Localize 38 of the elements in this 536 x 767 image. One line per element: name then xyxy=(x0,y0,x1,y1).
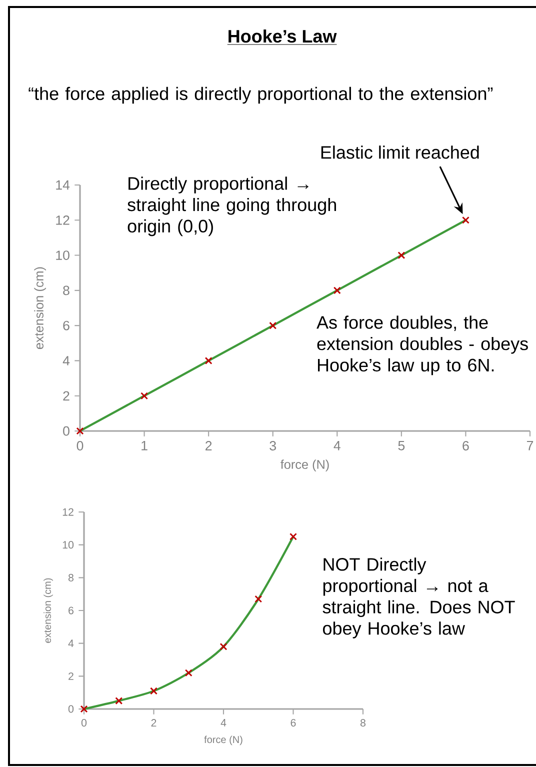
x-tick-label: 5 xyxy=(398,441,405,450)
annotation: Directly proportional → straight line going through origin (0,0) xyxy=(128,176,336,236)
x-tick-label: 4 xyxy=(220,719,226,726)
chart-title: Hooke’s Law xyxy=(228,29,337,43)
x-tick-label: 0 xyxy=(76,441,84,450)
y-tick-label: 4 xyxy=(68,640,74,647)
x-axis-title: force (N) xyxy=(280,460,329,472)
x-tick-label: 3 xyxy=(270,441,276,450)
y-tick-label: 12 xyxy=(62,508,74,516)
annotation: NOT Directly proportional → not a straight line. Does NOT obey Hooke’s law xyxy=(322,558,515,638)
x-tick-label: 2 xyxy=(206,441,212,450)
annotation: As force doubles, the extension doubles - obeys Hooke’s law up to 6N. xyxy=(316,316,528,376)
y-tick-label: 2 xyxy=(63,391,70,401)
y-tick-label: 6 xyxy=(63,320,70,330)
y-tick-label: 8 xyxy=(68,574,74,582)
y-tick-label: 12 xyxy=(56,215,70,225)
y-axis-title: extension (cm) xyxy=(44,578,53,643)
x-tick-label: 0 xyxy=(81,719,87,727)
y-tick-label: 10 xyxy=(56,250,70,260)
y-tick-label: 10 xyxy=(62,541,74,549)
x-tick-label: 4 xyxy=(334,441,340,450)
y-tick-label: 0 xyxy=(68,705,74,713)
x-tick-label: 6 xyxy=(462,441,469,450)
x-tick-label: 6 xyxy=(290,719,296,727)
x-tick-label: 1 xyxy=(142,441,148,450)
chart-subtitle: “the force applied is directly proportional to the extension” xyxy=(28,86,493,104)
x-tick-label: 8 xyxy=(360,719,366,727)
x-axis-title: force (N) xyxy=(204,736,242,746)
text: Elastic limit reached xyxy=(321,146,479,159)
y-axis-title: extension (cm) xyxy=(34,267,46,349)
y-tick-label: 2 xyxy=(68,672,74,680)
y-tick-label: 6 xyxy=(68,606,74,614)
y-tick-label: 0 xyxy=(63,426,70,436)
y-tick-label: 14 xyxy=(56,180,70,190)
y-tick-label: 8 xyxy=(63,286,70,296)
x-tick-label: 7 xyxy=(526,441,534,450)
y-tick-label: 4 xyxy=(62,356,70,366)
x-tick-label: 2 xyxy=(151,719,156,726)
